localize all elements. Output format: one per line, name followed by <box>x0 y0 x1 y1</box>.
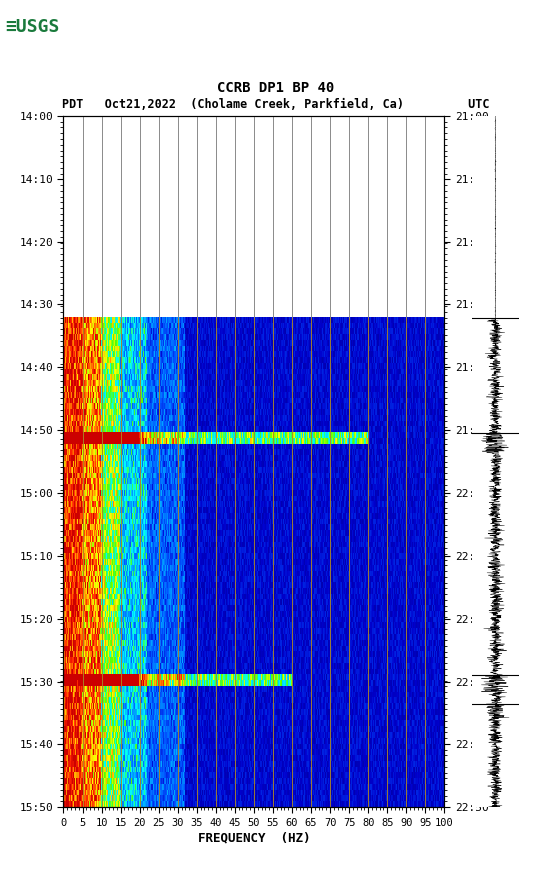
Text: PDT   Oct21,2022  (Cholame Creek, Parkfield, Ca)         UTC: PDT Oct21,2022 (Cholame Creek, Parkfield… <box>62 98 490 112</box>
Text: CCRB DP1 BP 40: CCRB DP1 BP 40 <box>217 81 335 95</box>
Text: ≡USGS: ≡USGS <box>6 18 60 36</box>
X-axis label: FREQUENCY  (HZ): FREQUENCY (HZ) <box>198 832 310 845</box>
